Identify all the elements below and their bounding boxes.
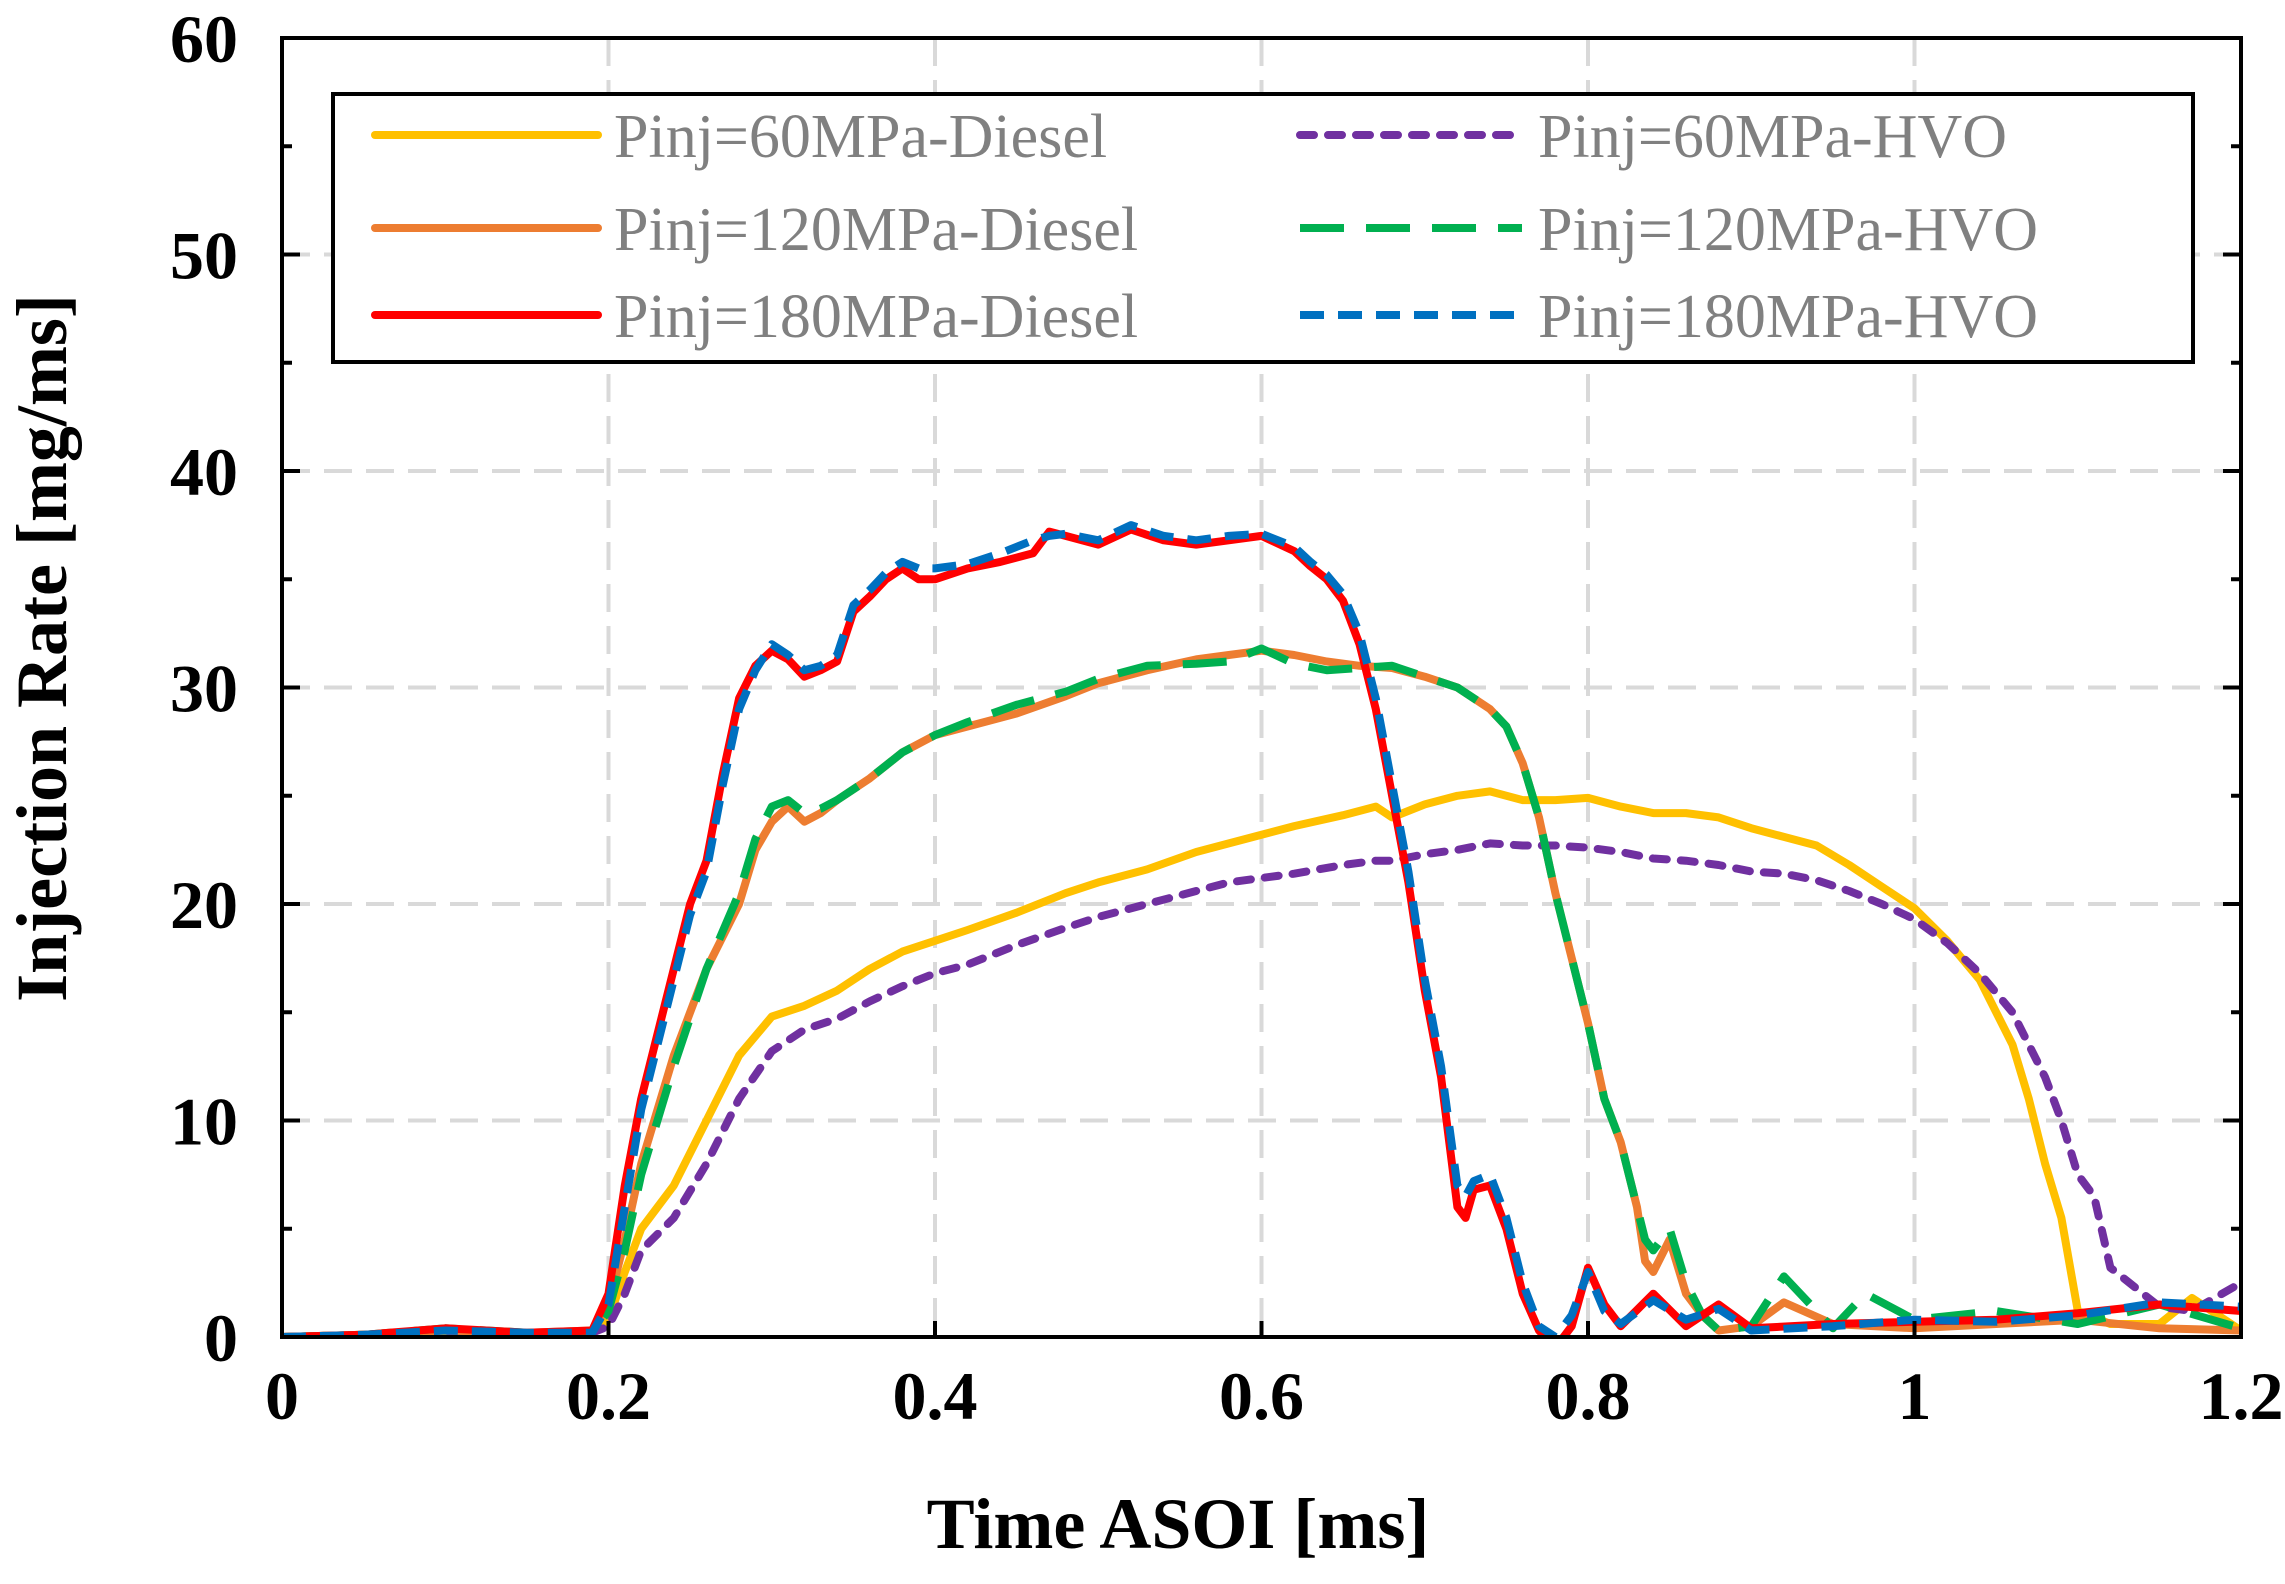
legend-entry-diesel-60: Pinj=60MPa-Diesel: [371, 103, 1107, 171]
legend-entry-hvo-120: Pinj=120MPa-HVO: [1300, 196, 2038, 264]
y-tick-label: 40: [170, 434, 238, 510]
y-tick-label: 60: [170, 1, 238, 77]
x-tick-label: 0: [265, 1358, 299, 1434]
x-tick-label: 0.4: [893, 1358, 978, 1434]
legend-label-diesel-60: Pinj=60MPa-Diesel: [614, 103, 1107, 171]
series-layer: [282, 521, 2241, 1337]
x-tick-label: 0.8: [1546, 1358, 1631, 1434]
legend-entry-hvo-180: Pinj=180MPa-HVO: [1300, 283, 2038, 351]
series-line-pinj-180mpa-hvo: [282, 521, 2241, 1337]
tick-labels: 0 0.2 0.4 0.6 0.8 1 1.2 0 10 20 30 40 50 60: [170, 1, 2284, 1434]
x-tick-label: 1: [1898, 1358, 1932, 1434]
y-tick-label: 20: [170, 867, 238, 943]
series-line-pinj-120mpa-hvo: [282, 644, 2241, 1337]
x-axis-title: Time ASOI [ms]: [927, 1484, 1430, 1564]
y-tick-label: 50: [170, 218, 238, 294]
series-line-pinj-60mpa-diesel: [282, 787, 2241, 1337]
y-tick-label: 0: [204, 1300, 238, 1376]
legend: Pinj=60MPa-Diesel Pinj=120MPa-Diesel Pin…: [331, 92, 2195, 364]
legend-label-hvo-120: Pinj=120MPa-HVO: [1538, 196, 2038, 264]
legend-label-diesel-180: Pinj=180MPa-Diesel: [614, 283, 1138, 351]
series-line-pinj-60mpa-hvo: [282, 839, 2241, 1337]
legend-box: [331, 92, 2195, 364]
legend-label-hvo-60: Pinj=60MPa-HVO: [1538, 103, 2007, 171]
legend-entry-diesel-120: Pinj=120MPa-Diesel: [371, 196, 1138, 264]
y-axis-title: Injection Rate [mg/ms]: [2, 294, 82, 1002]
y-tick-label: 10: [170, 1084, 238, 1160]
legend-entry-diesel-180: Pinj=180MPa-Diesel: [371, 283, 1138, 351]
legend-label-diesel-120: Pinj=120MPa-Diesel: [614, 196, 1138, 264]
legend-label-hvo-180: Pinj=180MPa-HVO: [1538, 283, 2038, 351]
x-tick-label: 1.2: [2199, 1358, 2284, 1434]
legend-entry-hvo-60: Pinj=60MPa-HVO: [1296, 103, 2007, 171]
ticks: [280, 36, 2243, 1339]
y-tick-label: 30: [170, 651, 238, 727]
x-tick-label: 0.6: [1219, 1358, 1304, 1434]
x-tick-label: 0.2: [566, 1358, 651, 1434]
